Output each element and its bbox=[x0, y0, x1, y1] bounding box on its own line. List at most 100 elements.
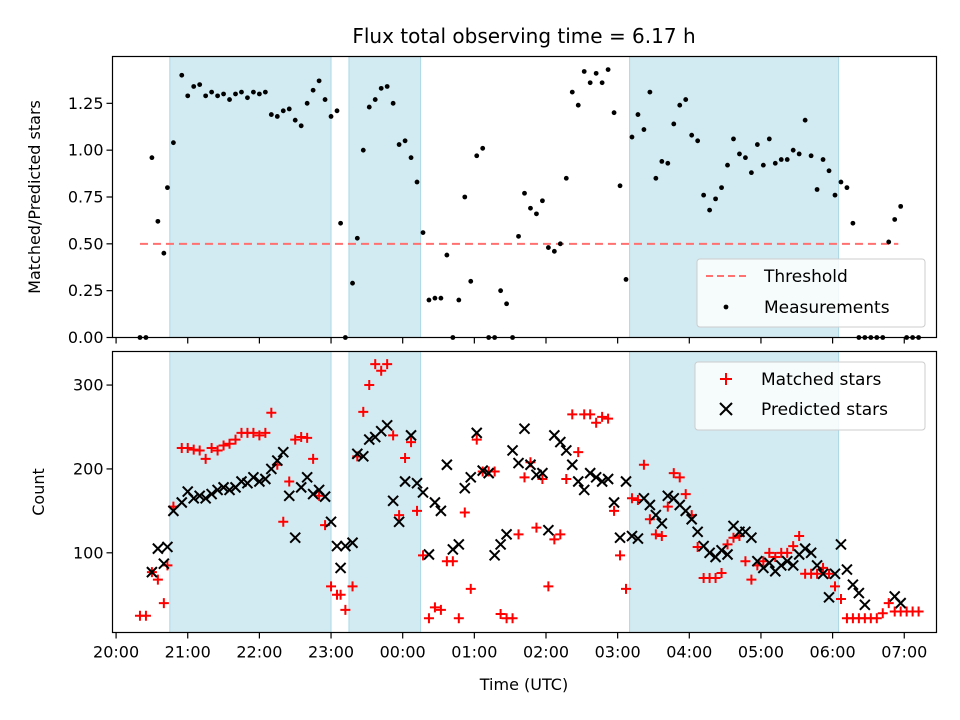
matched-stars-point-9 bbox=[182, 442, 193, 453]
measurements-point-121 bbox=[850, 220, 856, 226]
predicted-stars-point-75 bbox=[584, 467, 596, 479]
predicted-stars-point-108 bbox=[781, 555, 793, 567]
matched-stars-point-70 bbox=[543, 581, 554, 592]
measurements-point-92 bbox=[677, 102, 683, 108]
matched-stars-point-127 bbox=[883, 598, 894, 609]
measurements-point-55 bbox=[456, 297, 462, 303]
measurements-point-57 bbox=[468, 278, 474, 284]
predicted-stars-point-95 bbox=[703, 547, 716, 559]
measurements-point-67 bbox=[528, 205, 533, 211]
predicted-stars-point-97 bbox=[715, 544, 728, 557]
count-panel-legend: Matched stars Predicted stars bbox=[694, 361, 926, 431]
matched-stars-point-23 bbox=[266, 407, 277, 418]
measurements-point-14 bbox=[215, 93, 220, 99]
measurements-point-23 bbox=[268, 112, 274, 117]
predicted-stars-point-78 bbox=[602, 473, 614, 485]
predicted-stars-point-47 bbox=[417, 486, 429, 499]
predicted-stars-point-109 bbox=[787, 559, 799, 572]
matched-stars-point-14 bbox=[212, 445, 223, 456]
ratio-panel-y-ticks: 0.00 0.25 0.50 0.75 1.00 1.25 bbox=[68, 94, 113, 347]
measurements-point-106 bbox=[760, 162, 766, 168]
measurements-point-41 bbox=[372, 97, 378, 102]
measurements-point-5 bbox=[161, 250, 167, 256]
measurements-point-27 bbox=[292, 117, 298, 123]
matched-stars-point-72 bbox=[555, 529, 566, 540]
matched-stars-point-48 bbox=[412, 505, 423, 516]
matched-stars-point-66 bbox=[519, 472, 530, 483]
measurements-point-66 bbox=[522, 190, 527, 196]
predicted-stars-point-119 bbox=[847, 578, 859, 591]
predicted-stars-point-3 bbox=[158, 558, 170, 570]
matched-stars-point-39 bbox=[358, 406, 369, 417]
measurements-point-17 bbox=[233, 91, 238, 97]
measurements-point-69 bbox=[540, 198, 545, 204]
matched-stars-point-88 bbox=[650, 529, 661, 540]
matched-stars-point-68 bbox=[531, 522, 542, 533]
measurements-point-28 bbox=[298, 123, 304, 129]
count-panel-x-ticks: 20:00 21:00 22:00 23:00 00:00 01:00 02:00 03:00… bbox=[93, 632, 927, 662]
measurements-point-25 bbox=[280, 108, 286, 114]
predicted-stars-point-27 bbox=[301, 471, 313, 484]
measurements-point-90 bbox=[665, 160, 671, 166]
matched-stars-point-103 bbox=[740, 556, 751, 567]
matched-stars-point-125 bbox=[871, 613, 882, 624]
measurements-point-79 bbox=[599, 80, 605, 86]
predicted-stars-point-38 bbox=[363, 433, 375, 446]
measurements-point-31 bbox=[316, 78, 322, 84]
x-tick-label: 21:00 bbox=[165, 643, 211, 662]
measurements-point-110 bbox=[784, 157, 790, 162]
measurements-point-18 bbox=[239, 89, 244, 95]
y-tick-label: 1.25 bbox=[68, 94, 104, 113]
matched-stars-point-25 bbox=[278, 516, 289, 527]
matched-stars-point-33 bbox=[326, 581, 337, 592]
matched-stars-point-12 bbox=[200, 453, 211, 464]
matched-stars-point-16 bbox=[224, 438, 235, 449]
matched-stars-point-57 bbox=[465, 583, 476, 594]
measurements-point-7 bbox=[171, 140, 176, 146]
predicted-stars-point-120 bbox=[853, 587, 865, 599]
x-tick-label: 03:00 bbox=[595, 643, 641, 662]
predicted-stars-point-81 bbox=[620, 475, 632, 488]
matched-stars-point-21 bbox=[254, 430, 265, 441]
matched-stars-point-79 bbox=[597, 411, 608, 422]
predicted-stars-point-26 bbox=[295, 481, 307, 494]
chart-title: Flux total observing time = 6.17 h bbox=[352, 24, 695, 48]
observing-window-1 bbox=[169, 351, 332, 633]
measurements-point-81 bbox=[611, 110, 617, 116]
matched-stars-point-64 bbox=[507, 613, 518, 624]
matched-stars-point-65 bbox=[513, 529, 524, 540]
predicted-stars-point-9 bbox=[193, 490, 206, 502]
measurements-point-86 bbox=[641, 127, 647, 132]
measurements-point-35 bbox=[338, 220, 343, 226]
predicted-stars-point-18 bbox=[247, 471, 260, 484]
x-tick-label: 23:00 bbox=[308, 643, 354, 662]
matched-stars-point-46 bbox=[400, 453, 411, 464]
measurements-point-43 bbox=[384, 84, 390, 89]
matched-stars-point-41 bbox=[370, 359, 381, 370]
matched-stars-point-40 bbox=[364, 380, 375, 391]
predicted-stars-point-22 bbox=[271, 454, 284, 467]
measurements-point-93 bbox=[683, 97, 689, 102]
measurements-point-19 bbox=[245, 95, 250, 101]
predicted-stars-point-56 bbox=[471, 427, 483, 439]
measurements-point-63 bbox=[504, 301, 509, 307]
measurements-point-29 bbox=[304, 100, 310, 106]
measurements-point-114 bbox=[808, 153, 814, 159]
observing-window-2 bbox=[348, 56, 422, 338]
x-tick-label: 22:00 bbox=[236, 643, 282, 662]
predicted-stars-point-61 bbox=[500, 528, 513, 541]
legend-threshold-label: Threshold bbox=[763, 267, 848, 287]
predicted-stars-point-37 bbox=[357, 450, 369, 463]
measurements-point-44 bbox=[390, 100, 396, 106]
legend-box bbox=[694, 361, 926, 431]
matched-stars-point-99 bbox=[716, 567, 727, 578]
predicted-stars-point-14 bbox=[223, 484, 236, 496]
matched-stars-point-47 bbox=[406, 437, 417, 448]
predicted-stars-point-92 bbox=[685, 513, 698, 525]
measurements-point-87 bbox=[647, 89, 653, 95]
measurements-point-116 bbox=[820, 157, 826, 162]
measurements-point-38 bbox=[354, 235, 360, 241]
matched-stars-point-62 bbox=[495, 609, 506, 620]
measurements-point-108 bbox=[772, 160, 778, 166]
matched-stars-point-77 bbox=[585, 409, 596, 420]
